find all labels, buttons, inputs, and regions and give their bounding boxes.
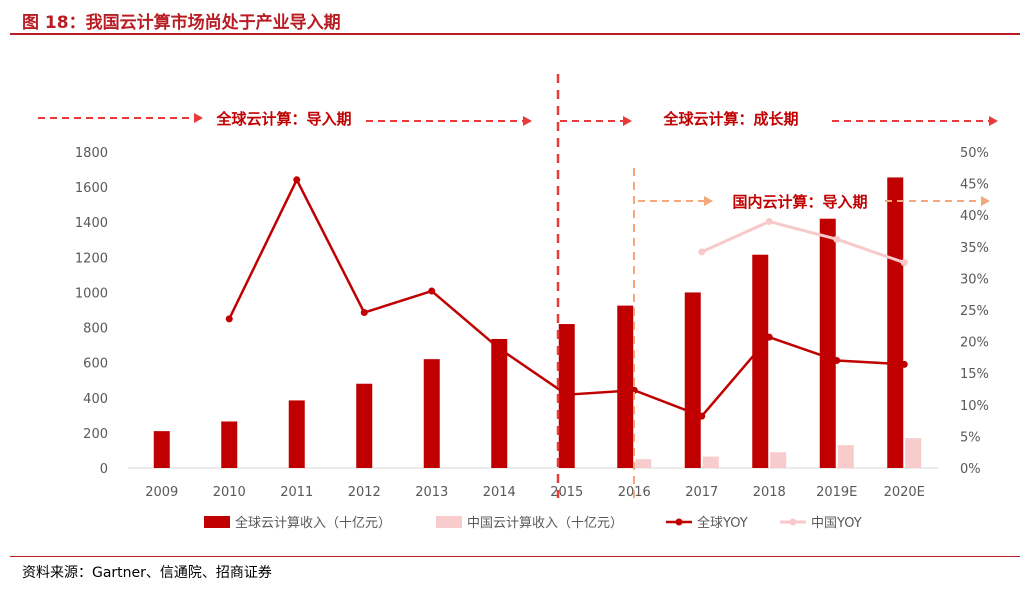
chart-svg: 0 200 400 600 800 1000 1200 1400 1600 1800 0% 5% 10%… bbox=[38, 74, 998, 531]
x-tick-label: 2015 bbox=[550, 485, 583, 500]
y-left-tick-label: 800 bbox=[83, 322, 108, 337]
bar-china-revenue bbox=[837, 445, 854, 468]
bar-china-revenue bbox=[702, 456, 719, 468]
marker-china-yoy bbox=[765, 218, 773, 226]
bar-global-revenue bbox=[887, 177, 904, 468]
marker-global-yoy bbox=[833, 357, 841, 365]
x-tick-label: 2014 bbox=[483, 485, 516, 500]
legend-label-global-yoy: 全球YOY bbox=[697, 515, 748, 531]
phase-label-global-intro: 全球云计算：导入期 bbox=[215, 110, 351, 128]
marker-global-yoy bbox=[428, 287, 436, 295]
bar-global-revenue bbox=[491, 338, 508, 468]
marker-global-yoy bbox=[495, 345, 503, 353]
x-tick-label: 2020E bbox=[884, 485, 925, 500]
legend-label-china-revenue: 中国云计算收入（十亿元） bbox=[467, 516, 623, 531]
marker-china-yoy bbox=[900, 259, 908, 267]
marker-global-yoy bbox=[900, 360, 908, 368]
y-right-tick-label: 15% bbox=[960, 367, 989, 382]
x-tick-label: 2011 bbox=[280, 485, 313, 500]
legend-label-global-revenue: 全球云计算收入（十亿元） bbox=[235, 515, 391, 531]
legend-swatch-china-revenue bbox=[436, 516, 462, 528]
y-right-tick-label: 20% bbox=[960, 336, 989, 351]
bar-global-revenue bbox=[819, 218, 836, 468]
y-left-tick-label: 200 bbox=[83, 427, 108, 442]
bar-global-revenue bbox=[153, 431, 170, 468]
x-tick-label: 2010 bbox=[213, 485, 246, 500]
marker-global-yoy bbox=[630, 386, 638, 394]
phase-arrow-china-right-head bbox=[981, 196, 990, 206]
source-note: 资料来源：Gartner、信通院、招商证券 bbox=[22, 565, 272, 581]
x-tick-label: 2019E bbox=[816, 485, 857, 500]
phase-arrow-intro-left-head bbox=[194, 113, 203, 123]
marker-global-yoy bbox=[225, 315, 233, 323]
y-right-tick-label: 10% bbox=[960, 399, 989, 414]
bar-global-revenue bbox=[617, 305, 634, 468]
x-tick-label: 2009 bbox=[145, 485, 178, 500]
phase-label-global-growth: 全球云计算：成长期 bbox=[662, 110, 798, 128]
y-right-tick-label: 45% bbox=[960, 178, 989, 193]
y-left-tick-label: 1000 bbox=[75, 286, 108, 301]
figure-header: 图 18：我国云计算市场尚处于产业导入期 bbox=[0, 0, 1024, 40]
y-right-tick-label: 40% bbox=[960, 209, 989, 224]
y-right-tick-label: 35% bbox=[960, 241, 989, 256]
figure-title: 图 18：我国云计算市场尚处于产业导入期 bbox=[22, 13, 341, 33]
y-left-tick-label: 1600 bbox=[75, 181, 108, 196]
bar-global-revenue bbox=[684, 292, 701, 468]
marker-global-yoy bbox=[765, 333, 773, 341]
phase-arrow-growth-right-head bbox=[989, 116, 998, 126]
y-right-tick-label: 25% bbox=[960, 304, 989, 319]
bar-global-revenue bbox=[288, 400, 305, 468]
y-left-tick-label: 1800 bbox=[75, 146, 108, 161]
marker-global-yoy bbox=[563, 391, 571, 399]
phase-arrow-intro-right-head bbox=[523, 116, 532, 126]
x-tick-label: 2017 bbox=[685, 485, 718, 500]
phase-label-china-intro: 国内云计算：导入期 bbox=[732, 193, 867, 211]
phase-arrow-china-left-head bbox=[704, 196, 713, 206]
line-china-yoy bbox=[701, 220, 905, 265]
y-left-tick-label: 400 bbox=[83, 392, 108, 407]
marker-china-yoy bbox=[833, 235, 841, 243]
bar-global-revenue bbox=[423, 359, 440, 468]
y-right-tick-label: 50% bbox=[960, 146, 989, 161]
bottom-rule bbox=[10, 556, 1020, 557]
legend-marker-china-yoy bbox=[789, 518, 797, 526]
y-left-tick-label: 600 bbox=[83, 357, 108, 372]
bar-china-revenue bbox=[770, 452, 787, 468]
legend-marker-global-yoy bbox=[675, 518, 683, 526]
bar-china-revenue bbox=[905, 438, 922, 468]
legend-swatch-global-revenue bbox=[204, 516, 230, 528]
bar-china-revenue bbox=[635, 459, 652, 468]
marker-global-yoy bbox=[293, 176, 301, 184]
marker-global-yoy bbox=[698, 412, 706, 420]
bar-global-revenue bbox=[221, 421, 238, 468]
y-right-tick-label: 0% bbox=[960, 462, 981, 477]
y-left-tick-label: 1400 bbox=[75, 216, 108, 231]
x-tick-label: 2013 bbox=[415, 485, 448, 500]
top-rule bbox=[10, 33, 1020, 35]
bar-global-revenue bbox=[752, 254, 769, 468]
x-tick-label: 2018 bbox=[753, 485, 786, 500]
legend-label-china-yoy: 中国YOY bbox=[811, 516, 862, 531]
y-right-tick-label: 5% bbox=[960, 430, 981, 445]
bar-global-revenue bbox=[356, 383, 373, 468]
phase-arrow-growth-left-head bbox=[623, 116, 632, 126]
y-left-tick-label: 0 bbox=[100, 462, 108, 477]
marker-global-yoy bbox=[360, 309, 368, 317]
x-tick-label: 2012 bbox=[348, 485, 381, 500]
y-left-tick-label: 1200 bbox=[75, 251, 108, 266]
y-right-tick-label: 30% bbox=[960, 272, 989, 287]
marker-china-yoy bbox=[698, 248, 706, 256]
